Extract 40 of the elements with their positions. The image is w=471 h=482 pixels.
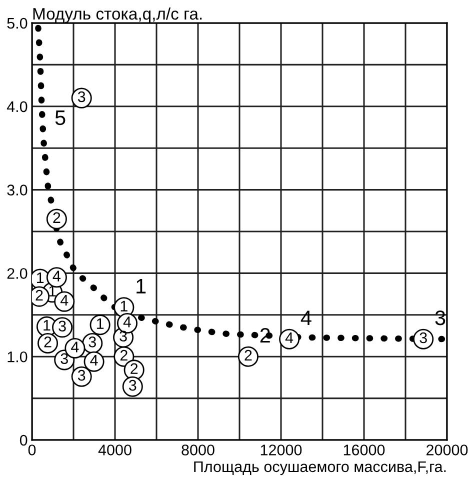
series-label: 2 bbox=[130, 363, 138, 374]
text: 4 bbox=[52, 270, 60, 282]
text: 4 bbox=[90, 355, 98, 366]
y-tick-label: 0 bbox=[20, 434, 28, 446]
x-tick-label: 12000 bbox=[260, 444, 302, 456]
text: 4 bbox=[123, 316, 132, 328]
annotation: 5 bbox=[55, 110, 66, 126]
text: 1 bbox=[136, 279, 146, 294]
text: 2 bbox=[120, 350, 128, 361]
x-tick-label: 4000 bbox=[98, 444, 132, 456]
text: 3 bbox=[78, 370, 86, 381]
text: 2 bbox=[53, 212, 60, 223]
x-tick-label: 20000 bbox=[426, 444, 468, 456]
text: 2 bbox=[44, 336, 52, 348]
x-tick-label: 16000 bbox=[344, 444, 385, 456]
y-tick-label: 5.0 bbox=[7, 18, 28, 29]
x-tick-label: 8000 bbox=[182, 444, 214, 456]
text: 2 bbox=[36, 290, 43, 301]
text: 3 bbox=[60, 353, 68, 364]
x-axis-title: Площадь осушаемого массива,F,га. bbox=[194, 461, 446, 476]
series-label: 4 bbox=[71, 342, 79, 352]
text: 1 bbox=[96, 318, 104, 329]
y-tick-label: 2.0 bbox=[7, 268, 28, 279]
y-axis-title: Модуль стока,q,л/с га. bbox=[33, 7, 202, 23]
y-tick-label: 3.0 bbox=[7, 184, 28, 196]
annotation: 2 bbox=[244, 350, 252, 361]
y-tick-label: 1.0 bbox=[8, 351, 28, 362]
text: 4 bbox=[60, 294, 68, 306]
series-label: 1 bbox=[49, 286, 56, 296]
text: 3 bbox=[88, 336, 96, 348]
annotation: 4 bbox=[285, 332, 294, 344]
annotation: 3 bbox=[420, 332, 427, 344]
x-tick-label: 0 bbox=[28, 444, 36, 456]
series-label: 3 bbox=[128, 380, 136, 391]
text: 3 bbox=[58, 320, 66, 332]
text: 1 bbox=[37, 272, 44, 283]
text: 1 bbox=[44, 320, 50, 331]
y-tick-label: 4.0 bbox=[6, 101, 28, 112]
annotation: 1 bbox=[120, 300, 128, 312]
text: 3 bbox=[78, 91, 86, 102]
